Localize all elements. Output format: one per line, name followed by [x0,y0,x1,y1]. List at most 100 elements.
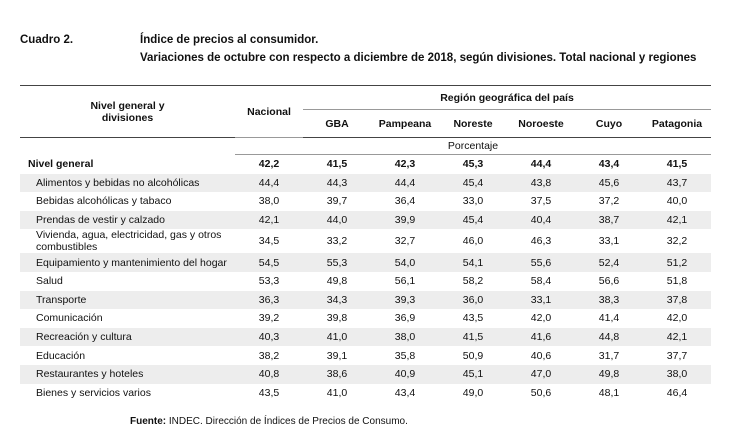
cell-value: 41,6 [507,327,575,347]
cell-value: 36,9 [394,312,416,325]
table-row: Prendas de vestir y calzado 42,1 44,0 39,9 4… [20,210,712,230]
cell-value: 39,9 [371,210,439,230]
cell-value: 42,3 [394,158,416,171]
table-row: Restaurantes y hoteles 40,8 38,6 40,9 45,1 47… [20,364,712,384]
cell-value: 44,8 [575,327,643,347]
cell-value: 35,8 [394,349,416,362]
cell-value: 33,2 [326,235,348,248]
cell-value: 38,6 [303,364,371,384]
cell-value: 45,6 [575,173,643,193]
cell-value: 47,0 [507,364,575,384]
cell-value: 46,0 [462,235,484,248]
cell-value: 34,5 [258,235,280,248]
cell-value: 38,2 [258,349,280,362]
cell-value: 33,1 [598,235,620,248]
row-label: Recreación y cultura [20,327,235,347]
cell-value: 39,3 [371,290,439,310]
cell-value: 36,0 [439,290,507,310]
row-label: Alimentos y bebidas no alcohólicas [20,173,235,193]
row-label: Restaurantes y hoteles [20,364,235,384]
table-row: Educación 38,2 39,1 35,8 50,9 40,6 31,7 37,7 [20,346,711,365]
cell-value: 32,2 [666,235,688,248]
row-label: Bebidas alcohólicas y tabaco [36,195,172,208]
cell-value: 34,3 [303,290,371,310]
region-group-header: Región geográfica del país [303,85,712,110]
cell-value: 49,8 [575,364,643,384]
cell-value: 33,0 [462,195,484,208]
cell-value: 44,4 [371,173,439,193]
row-header: Nivel general y divisiones [20,85,235,138]
cell-value: 32,7 [394,235,416,248]
cell-value: 37,5 [530,195,552,208]
cell-value: 38,7 [575,210,643,230]
region-header: Noreste [439,109,507,138]
cell-value: 42,2 [258,158,280,171]
cell-value: 31,7 [598,349,620,362]
cell-value: 54,1 [439,253,507,272]
cell-value: 42,0 [530,312,552,325]
cell-value: 45,3 [462,158,484,171]
row-label: Equipamiento y mantenimiento del hogar [20,253,235,272]
region-header: Cuyo [575,109,643,138]
row-label: Bienes y servicios varios [36,386,151,399]
table-label: Cuadro 2. [20,34,74,46]
cell-value: 43,4 [598,158,620,171]
cell-value: 38,0 [258,195,280,208]
cell-value: 49,8 [326,275,348,288]
cell-value: 40,9 [371,364,439,384]
row-label: Prendas de vestir y calzado [20,210,235,230]
region-header: GBA [303,109,371,138]
cell-value: 39,2 [258,312,280,325]
table-row: Nivel general 42,2 41,5 42,3 45,3 44,4 43,4 41,… [20,155,711,174]
table-subtitle: Variaciones de octubre con respecto a di… [140,52,697,64]
cell-value: 46,3 [530,235,552,248]
cell-value: 43,5 [462,312,484,325]
cell-value: 41,4 [598,312,620,325]
cell-value: 48,1 [598,386,620,399]
national-header: Nacional [235,85,303,138]
table-row: Alimentos y bebidas no alcohólicas 44,4 44… [20,173,712,193]
cell-value: 46,4 [666,386,688,399]
cell-value: 44,3 [303,173,371,193]
cell-value: 42,1 [643,210,712,230]
cell-value: 37,8 [643,290,712,310]
table-row: Comunicación 39,2 39,8 36,9 43,5 42,0 41,4 42,0 [20,309,711,328]
table-row: Recreación y cultura 40,3 41,0 38,0 41,5 41,6… [20,327,712,347]
table-row: Vivienda, agua, electricidad, gas y otro… [20,229,711,253]
footer: Fuente: INDEC. Dirección de Índices de P… [130,416,408,427]
region-header: Pampeana [371,109,439,138]
cell-value: 33,1 [507,290,575,310]
footer-label: Fuente: [130,416,167,427]
cell-value: 45,1 [439,364,507,384]
row-label: Educación [36,349,86,362]
cell-value: 39,1 [326,349,348,362]
row-label: Transporte [20,290,235,310]
cell-value: 56,6 [598,275,620,288]
cell-value: 50,9 [462,349,484,362]
cell-value: 41,0 [326,386,348,399]
cell-value: 42,0 [666,312,688,325]
table-row: Transporte 36,3 34,3 39,3 36,0 33,1 38,3 37,8 [20,290,712,310]
cell-value: 45,4 [439,210,507,230]
region-header: Noroeste [507,109,575,138]
cell-value: 42,1 [643,327,712,347]
cell-value: 51,2 [643,253,712,272]
cell-value: 45,4 [439,173,507,193]
cell-value: 58,2 [462,275,484,288]
cell-value: 43,5 [258,386,280,399]
row-label: Salud [36,275,63,288]
cell-value: 36,4 [394,195,416,208]
cell-value: 55,6 [507,253,575,272]
table-row: Bebidas alcohólicas y tabaco 38,0 39,7 36,4… [20,192,711,211]
cell-value: 44,4 [235,173,303,193]
cell-value: 44,4 [530,158,552,171]
table-title: Índice de precios al consumidor. [140,34,319,46]
region-header: Patagonia [643,109,712,138]
cell-value: 41,5 [666,158,688,171]
cell-value: 43,4 [394,386,416,399]
cell-value: 54,0 [371,253,439,272]
cell-value: 41,5 [439,327,507,347]
cell-value: 39,7 [326,195,348,208]
cell-value: 36,3 [235,290,303,310]
